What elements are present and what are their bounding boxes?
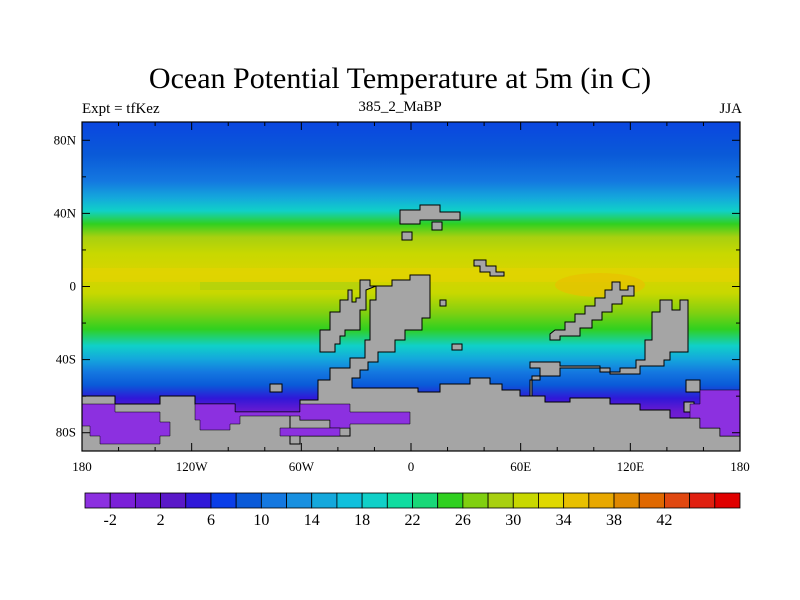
polar-cold-zones (82, 389, 740, 445)
colorbar-tick-label: 30 (505, 512, 521, 529)
map-title: Ocean Potential Temperature at 5m (in C) (148, 62, 652, 95)
colorbar-swatch (185, 492, 212, 509)
cold-zone-south-strip (279, 427, 341, 437)
colorbar-swatch (613, 492, 640, 509)
season-label: JJA (719, 101, 742, 117)
land-island-a (401, 231, 413, 241)
colorbar-tick-label: 22 (405, 512, 421, 529)
colorbar-swatch (714, 492, 741, 509)
run-label: 385_2_MaBP (358, 99, 442, 115)
colorbar-swatch (664, 492, 691, 509)
colorbar-swatch (336, 492, 363, 509)
land-island-b (431, 221, 443, 231)
land-southern (82, 274, 740, 451)
land-northern-europe (399, 204, 461, 225)
colorbar-swatch (160, 492, 187, 509)
land-equatorial-islet (451, 343, 463, 351)
colorbar-swatch (412, 492, 439, 509)
colorbar-tick-label: 2 (157, 512, 165, 529)
colorbar-swatch (462, 492, 489, 509)
x-axis: 180 120W 60W 0 60E 120E 180 (72, 122, 750, 474)
colorbar-tick-label: 42 (656, 512, 672, 529)
colorbar-swatch (361, 492, 388, 509)
x-tick-label: 60W (289, 459, 315, 474)
colorbar-tick-label: 26 (455, 512, 471, 529)
y-tick-label: 0 (70, 279, 77, 294)
experiment-label: Expt = tfKez (82, 101, 160, 117)
y-tick-label: 80S (56, 425, 76, 440)
colorbar-swatch (487, 492, 514, 509)
colorbar-swatch (386, 492, 413, 509)
x-tick-label: 120E (617, 459, 645, 474)
x-tick-label: 120W (176, 459, 209, 474)
y-tick-label: 40N (54, 205, 77, 220)
y-tick-label: 40S (56, 352, 76, 367)
x-tick-label: 0 (408, 459, 415, 474)
colorbar-tick-label: 14 (304, 512, 320, 529)
colorbar-swatch (689, 492, 716, 509)
colorbar-swatch (311, 492, 338, 509)
cold-zone-west (82, 403, 171, 445)
colorbar-swatch (109, 492, 136, 509)
colorbar-tick-label: 38 (606, 512, 622, 529)
colorbar (84, 492, 741, 509)
land-far-east (685, 379, 701, 393)
x-tick-label: 180 (730, 459, 750, 474)
colorbar-swatch (588, 492, 615, 509)
land-small-islet (439, 299, 447, 307)
colorbar-swatch (512, 492, 539, 509)
colorbar-tick-label: 6 (207, 512, 215, 529)
land-central-continent (319, 279, 377, 353)
colorbar-swatch (538, 492, 565, 509)
y-axis: 80N 40N 0 40S 80S (54, 132, 740, 440)
ocean-cool-tongue (200, 282, 360, 290)
cold-zone-east (689, 389, 740, 437)
colorbar-tick-label: 34 (556, 512, 572, 529)
land-antarctic-edge (269, 383, 283, 393)
colorbar-swatch (638, 492, 665, 509)
colorbar-swatch (134, 492, 161, 509)
colorbar-swatch (235, 492, 262, 509)
land-indo-pacific (549, 281, 635, 341)
colorbar-swatch (260, 492, 287, 509)
land-east-block (473, 259, 505, 277)
colorbar-tick-label: 10 (253, 512, 269, 529)
colorbar-swatch (437, 492, 464, 509)
colorbar-swatch (286, 492, 313, 509)
colorbar-swatch (563, 492, 590, 509)
colorbar-tick-label: -2 (104, 512, 117, 529)
x-tick-label: 60E (510, 459, 531, 474)
colorbar-swatch (210, 492, 237, 509)
x-tick-label: 180 (72, 459, 92, 474)
colorbar-tick-label: 18 (354, 512, 370, 529)
colorbar-swatch (84, 492, 111, 509)
y-tick-label: 80N (54, 132, 77, 147)
colorbar-labels: -2 2 6 10 14 18 22 26 30 34 38 42 (104, 512, 673, 529)
